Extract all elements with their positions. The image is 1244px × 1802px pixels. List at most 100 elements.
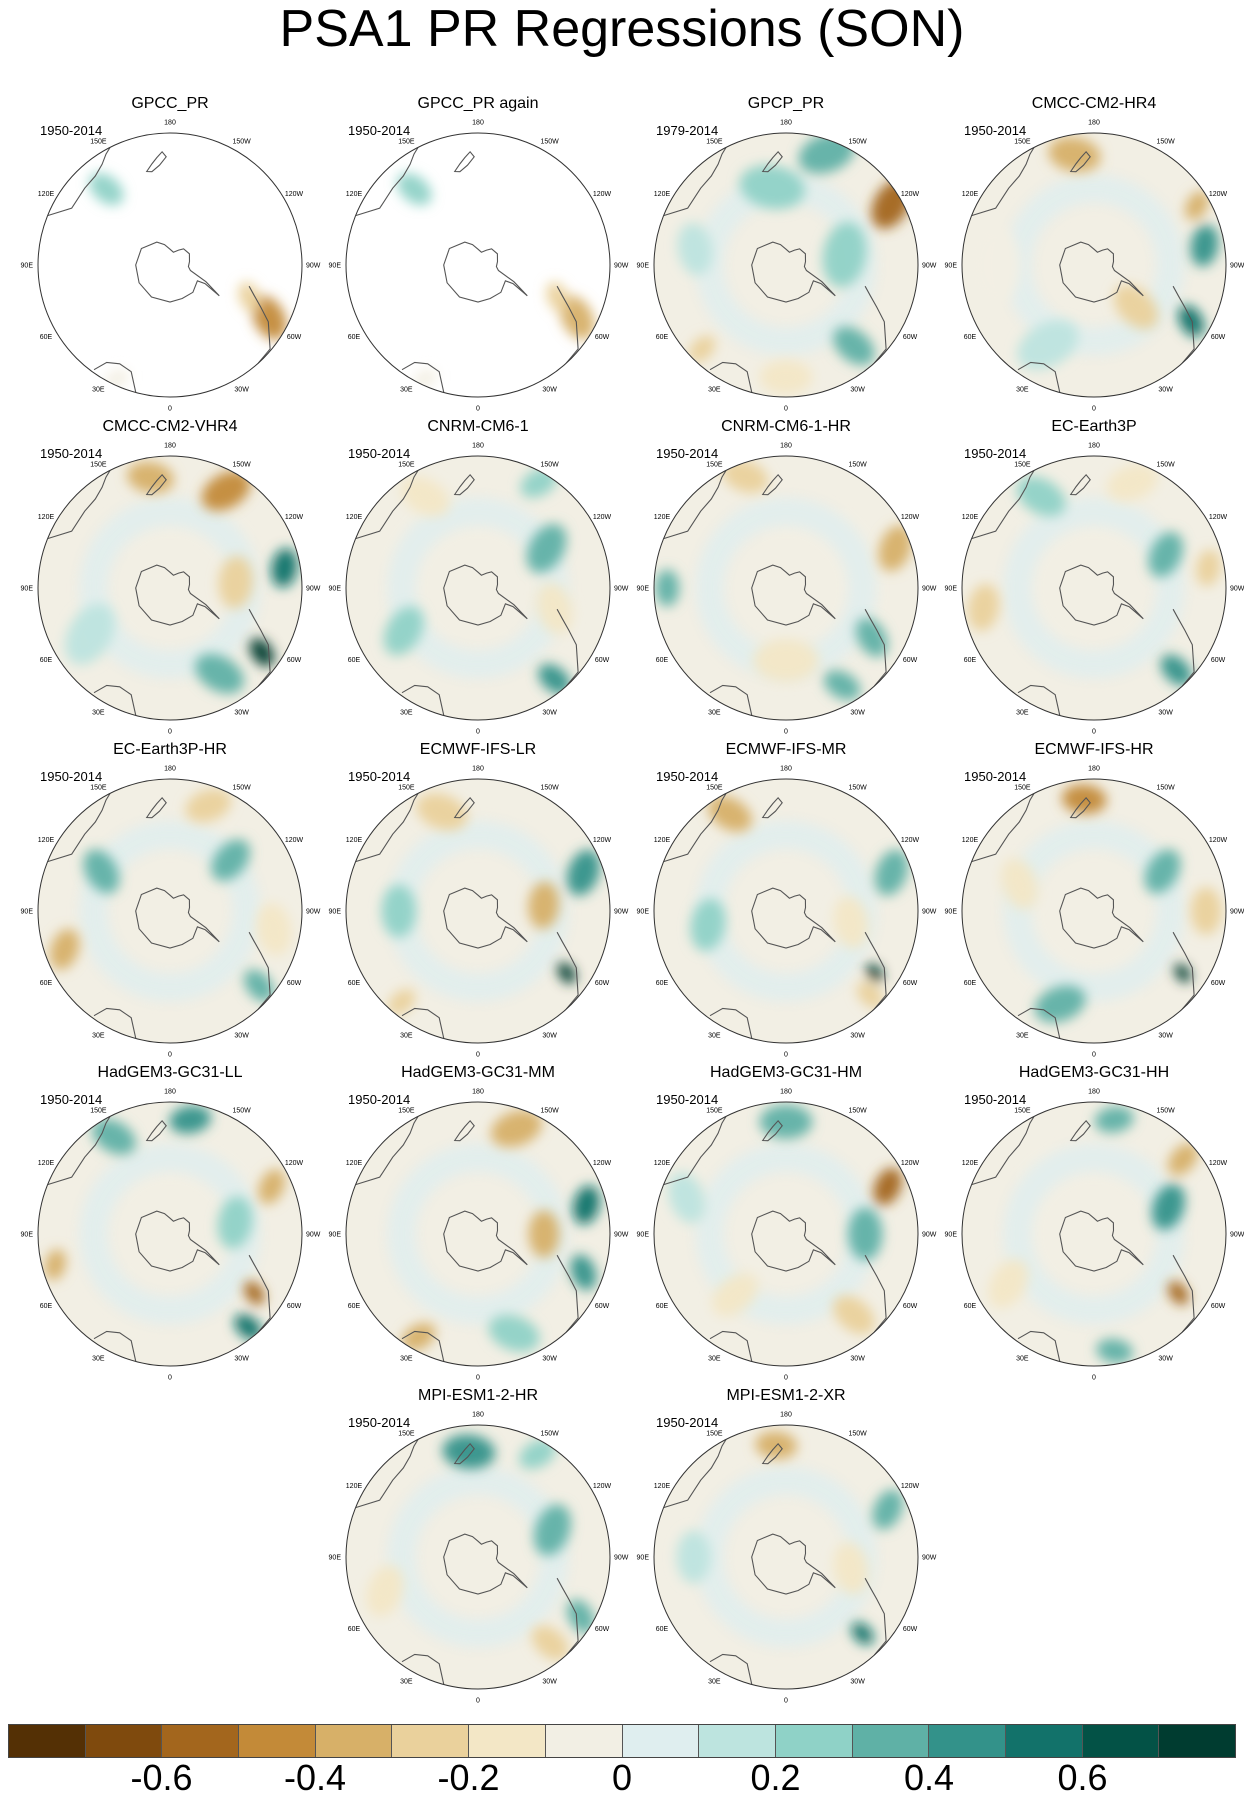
africa-outline	[93, 361, 137, 393]
longitude-label: 120E	[962, 191, 979, 198]
antarctica-outline	[135, 887, 220, 949]
longitude-label: 150W	[540, 784, 559, 791]
antarctica-outline	[751, 887, 836, 949]
longitude-label: 90W	[1230, 1232, 1244, 1239]
south-america-outline	[1172, 608, 1195, 687]
longitude-label: 90E	[21, 909, 34, 916]
panel-period: 1950-2014	[40, 446, 103, 461]
positive-anomaly	[538, 663, 571, 695]
longitude-label: 90E	[945, 263, 958, 270]
longitude-label: 150W	[848, 138, 867, 145]
longitude-label: 60E	[656, 980, 669, 987]
south-america-outline	[556, 1577, 579, 1656]
polar-map: 0 30E 60E 90E 120E 150E 180 150W 120W 90W 60W 30W	[637, 765, 937, 1058]
longitude-label: 60E	[40, 334, 53, 341]
longitude-label: 120E	[346, 191, 363, 198]
longitude-label: 30E	[400, 387, 413, 394]
negative-anomaly	[244, 1281, 265, 1305]
positive-anomaly	[83, 849, 120, 894]
longitude-label: 90E	[329, 1232, 342, 1239]
polar-map: 0 30E 60E 90E 120E 150E 180 150W 120W 90W 60W 30W	[637, 1088, 937, 1381]
positive-anomaly	[381, 884, 416, 938]
new-zealand-outline	[761, 473, 783, 496]
panel-title: GPCC_PR	[131, 95, 209, 112]
map-boundary	[37, 455, 303, 721]
positive-anomaly	[519, 1439, 556, 1470]
negative-anomaly	[873, 1167, 903, 1206]
panel-period: 1950-2014	[656, 769, 719, 784]
longitude-label: 120W	[901, 1483, 920, 1490]
australia-outline	[971, 1116, 1035, 1186]
longitude-label: 90E	[945, 586, 958, 593]
background-anomaly-ring	[79, 820, 261, 1002]
longitude-label: 90W	[922, 1232, 937, 1239]
longitude-label: 180	[472, 765, 484, 772]
longitude-label: 120W	[1209, 1160, 1228, 1167]
panel-period: 1950-2014	[40, 123, 103, 138]
africa-outline	[709, 361, 753, 393]
map-panel: EC-Earth3P-HR 1950-2014 0 30E 60E 90E 120E 150E…	[20, 741, 321, 1059]
positive-anomaly	[557, 962, 576, 984]
longitude-label: 30W	[850, 710, 865, 717]
panel-title: CMCC-CM2-VHR4	[102, 418, 238, 435]
australia-outline	[355, 147, 419, 217]
coastlines	[971, 470, 1195, 716]
map-panel: ECMWF-IFS-HR 1950-2014 0 30E 60E 90E 120E 150E 1…	[944, 741, 1244, 1059]
australia-outline	[663, 1116, 727, 1186]
south-america-outline	[556, 931, 579, 1010]
colorbar-swatch	[1005, 1725, 1083, 1757]
longitude-label: 60E	[656, 1626, 669, 1633]
longitude-label: 120E	[654, 191, 671, 198]
longitude-label: 30W	[234, 1356, 249, 1363]
new-zealand-outline	[1069, 1119, 1091, 1142]
colorbar-swatch	[162, 1725, 240, 1757]
longitude-label: 0	[784, 1698, 788, 1705]
longitude-label: 180	[164, 442, 176, 449]
longitude-label: 180	[780, 442, 792, 449]
panel-title: HadGEM3-GC31-LL	[97, 1064, 243, 1081]
longitude-label: 0	[168, 1052, 172, 1059]
africa-outline	[401, 361, 445, 393]
longitude-label: 30W	[234, 710, 249, 717]
longitude-label: 180	[472, 1411, 484, 1418]
longitude-label: 30E	[708, 1356, 721, 1363]
negative-anomaly	[969, 225, 1021, 305]
longitude-label: 90E	[637, 1232, 650, 1239]
coastlines	[663, 793, 887, 1039]
longitude-label: 120W	[901, 191, 920, 198]
negative-anomaly	[967, 583, 1000, 632]
map-boundary	[961, 132, 1227, 398]
longitude-label: 150W	[848, 1430, 867, 1437]
longitude-label: 30W	[542, 1679, 557, 1686]
antarctica-outline	[443, 1210, 528, 1272]
colorbar-swatch	[929, 1725, 1006, 1757]
panel-period: 1950-2014	[656, 1415, 719, 1430]
map-panel: ECMWF-IFS-LR 1950-2014 0 30E 60E 90E 120E 150E 1…	[328, 741, 629, 1059]
longitude-label: 60W	[1211, 980, 1226, 987]
antarctica-outline	[1059, 564, 1144, 626]
longitude-label: 120W	[285, 837, 304, 844]
longitude-label: 30W	[850, 1356, 865, 1363]
polar-map: 0 30E 60E 90E 120E 150E 180 150W 120W 90W 60W 30W	[945, 442, 1244, 735]
longitude-label: 0	[168, 406, 172, 413]
positive-anomaly	[570, 1254, 597, 1291]
positive-anomaly	[690, 898, 726, 951]
map-panel: GPCP_PR 1979-2014 0 30E 60E 90E 120E 150E 180 150…	[636, 95, 937, 413]
map-background	[346, 456, 610, 720]
negative-anomaly	[400, 476, 450, 517]
longitude-label: 60E	[40, 657, 53, 664]
longitude-label: 150E	[90, 138, 107, 145]
negative-anomaly	[833, 1542, 869, 1595]
australia-outline	[47, 470, 111, 540]
longitude-label: 30E	[1016, 387, 1029, 394]
panel-period: 1950-2014	[348, 1092, 411, 1107]
longitude-label: 30W	[850, 387, 865, 394]
longitude-label: 30E	[92, 1033, 105, 1040]
longitude-label: 150E	[706, 138, 723, 145]
panel-title: HadGEM3-GC31-HM	[709, 1064, 863, 1081]
africa-outline	[1017, 1007, 1061, 1039]
map-panel: CNRM-CM6-1-HR 1950-2014 0 30E 60E 90E 120E 150E…	[636, 418, 937, 736]
longitude-label: 30W	[1158, 387, 1173, 394]
longitude-label: 90E	[21, 1232, 34, 1239]
negative-anomaly	[759, 360, 813, 395]
